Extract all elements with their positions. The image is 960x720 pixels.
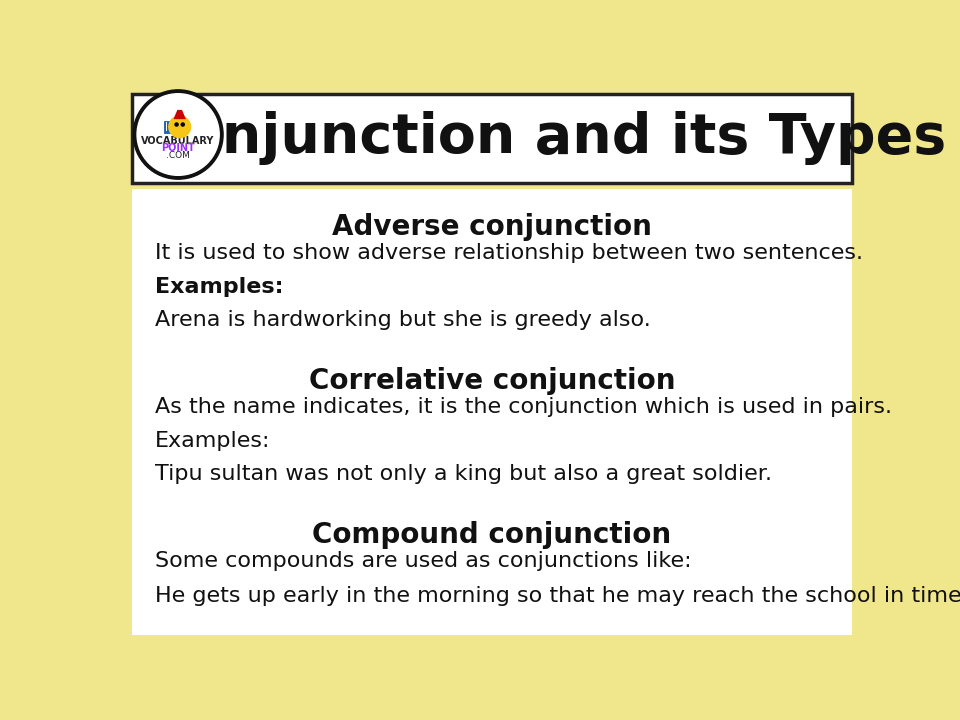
Circle shape	[133, 90, 223, 179]
Text: Arena is hardworking but she is greedy also.: Arena is hardworking but she is greedy a…	[155, 310, 651, 330]
Text: VOCABULARY: VOCABULARY	[141, 135, 215, 145]
Circle shape	[169, 116, 190, 138]
Circle shape	[175, 123, 179, 126]
Text: Examples:: Examples:	[155, 431, 271, 451]
Text: Adverse conjunction: Adverse conjunction	[332, 213, 652, 241]
Text: Some compounds are used as conjunctions like:: Some compounds are used as conjunctions …	[155, 551, 691, 571]
Text: Examples:: Examples:	[155, 276, 283, 297]
FancyBboxPatch shape	[166, 122, 167, 132]
Text: Correlative conjunction: Correlative conjunction	[309, 367, 675, 395]
Text: It is used to show adverse relationship between two sentences.: It is used to show adverse relationship …	[155, 243, 863, 263]
Text: He gets up early in the morning so that he may reach the school in time.: He gets up early in the morning so that …	[155, 586, 960, 606]
Text: POINT: POINT	[161, 143, 195, 153]
Text: As the name indicates, it is the conjunction which is used in pairs.: As the name indicates, it is the conjunc…	[155, 397, 892, 417]
Text: Compound conjunction: Compound conjunction	[312, 521, 672, 549]
Text: .COM: .COM	[166, 150, 190, 160]
Circle shape	[137, 94, 219, 176]
Text: Conjunction and its Types: Conjunction and its Types	[143, 112, 947, 166]
FancyBboxPatch shape	[132, 189, 852, 634]
FancyBboxPatch shape	[132, 94, 852, 183]
Text: Tipu sultan was not only a king but also a great soldier.: Tipu sultan was not only a king but also…	[155, 464, 772, 485]
Circle shape	[181, 123, 184, 126]
FancyBboxPatch shape	[164, 121, 174, 133]
Polygon shape	[174, 110, 186, 119]
